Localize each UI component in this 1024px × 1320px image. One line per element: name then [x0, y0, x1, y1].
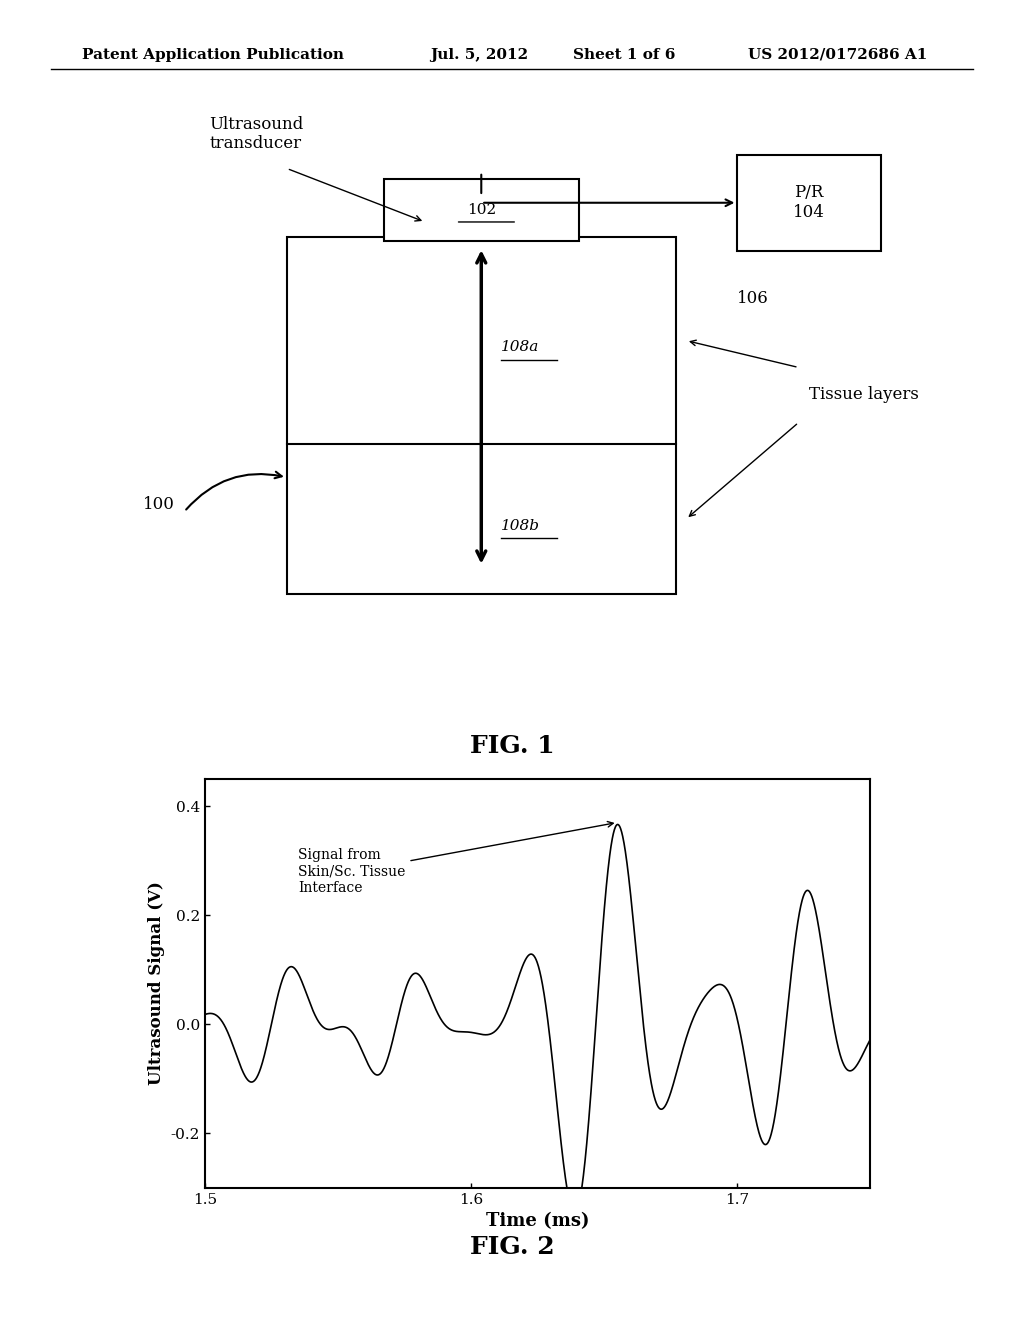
X-axis label: Time (ms): Time (ms)	[485, 1212, 590, 1230]
Text: 100: 100	[143, 496, 175, 513]
Bar	[384, 178, 579, 240]
Y-axis label: Ultrasound Signal (V): Ultrasound Signal (V)	[148, 882, 165, 1085]
Text: Signal from
Skin/Sc. Tissue
Interface: Signal from Skin/Sc. Tissue Interface	[298, 821, 613, 895]
Text: Sheet 1 of 6: Sheet 1 of 6	[573, 48, 676, 62]
Text: 108a: 108a	[501, 341, 539, 355]
Text: 102: 102	[467, 202, 496, 216]
Text: Patent Application Publication: Patent Application Publication	[82, 48, 344, 62]
Text: Jul. 5, 2012: Jul. 5, 2012	[430, 48, 528, 62]
Text: FIG. 1: FIG. 1	[470, 734, 554, 758]
Text: Ultrasound
transducer: Ultrasound transducer	[209, 116, 303, 152]
Text: US 2012/0172686 A1: US 2012/0172686 A1	[748, 48, 927, 62]
Text: 108b: 108b	[501, 519, 540, 533]
Bar	[287, 238, 676, 594]
Text: 106: 106	[737, 290, 769, 308]
Text: Tissue layers: Tissue layers	[809, 387, 919, 404]
Text: P/R
104: P/R 104	[793, 185, 825, 220]
Bar	[737, 154, 881, 251]
Text: FIG. 2: FIG. 2	[470, 1236, 554, 1259]
